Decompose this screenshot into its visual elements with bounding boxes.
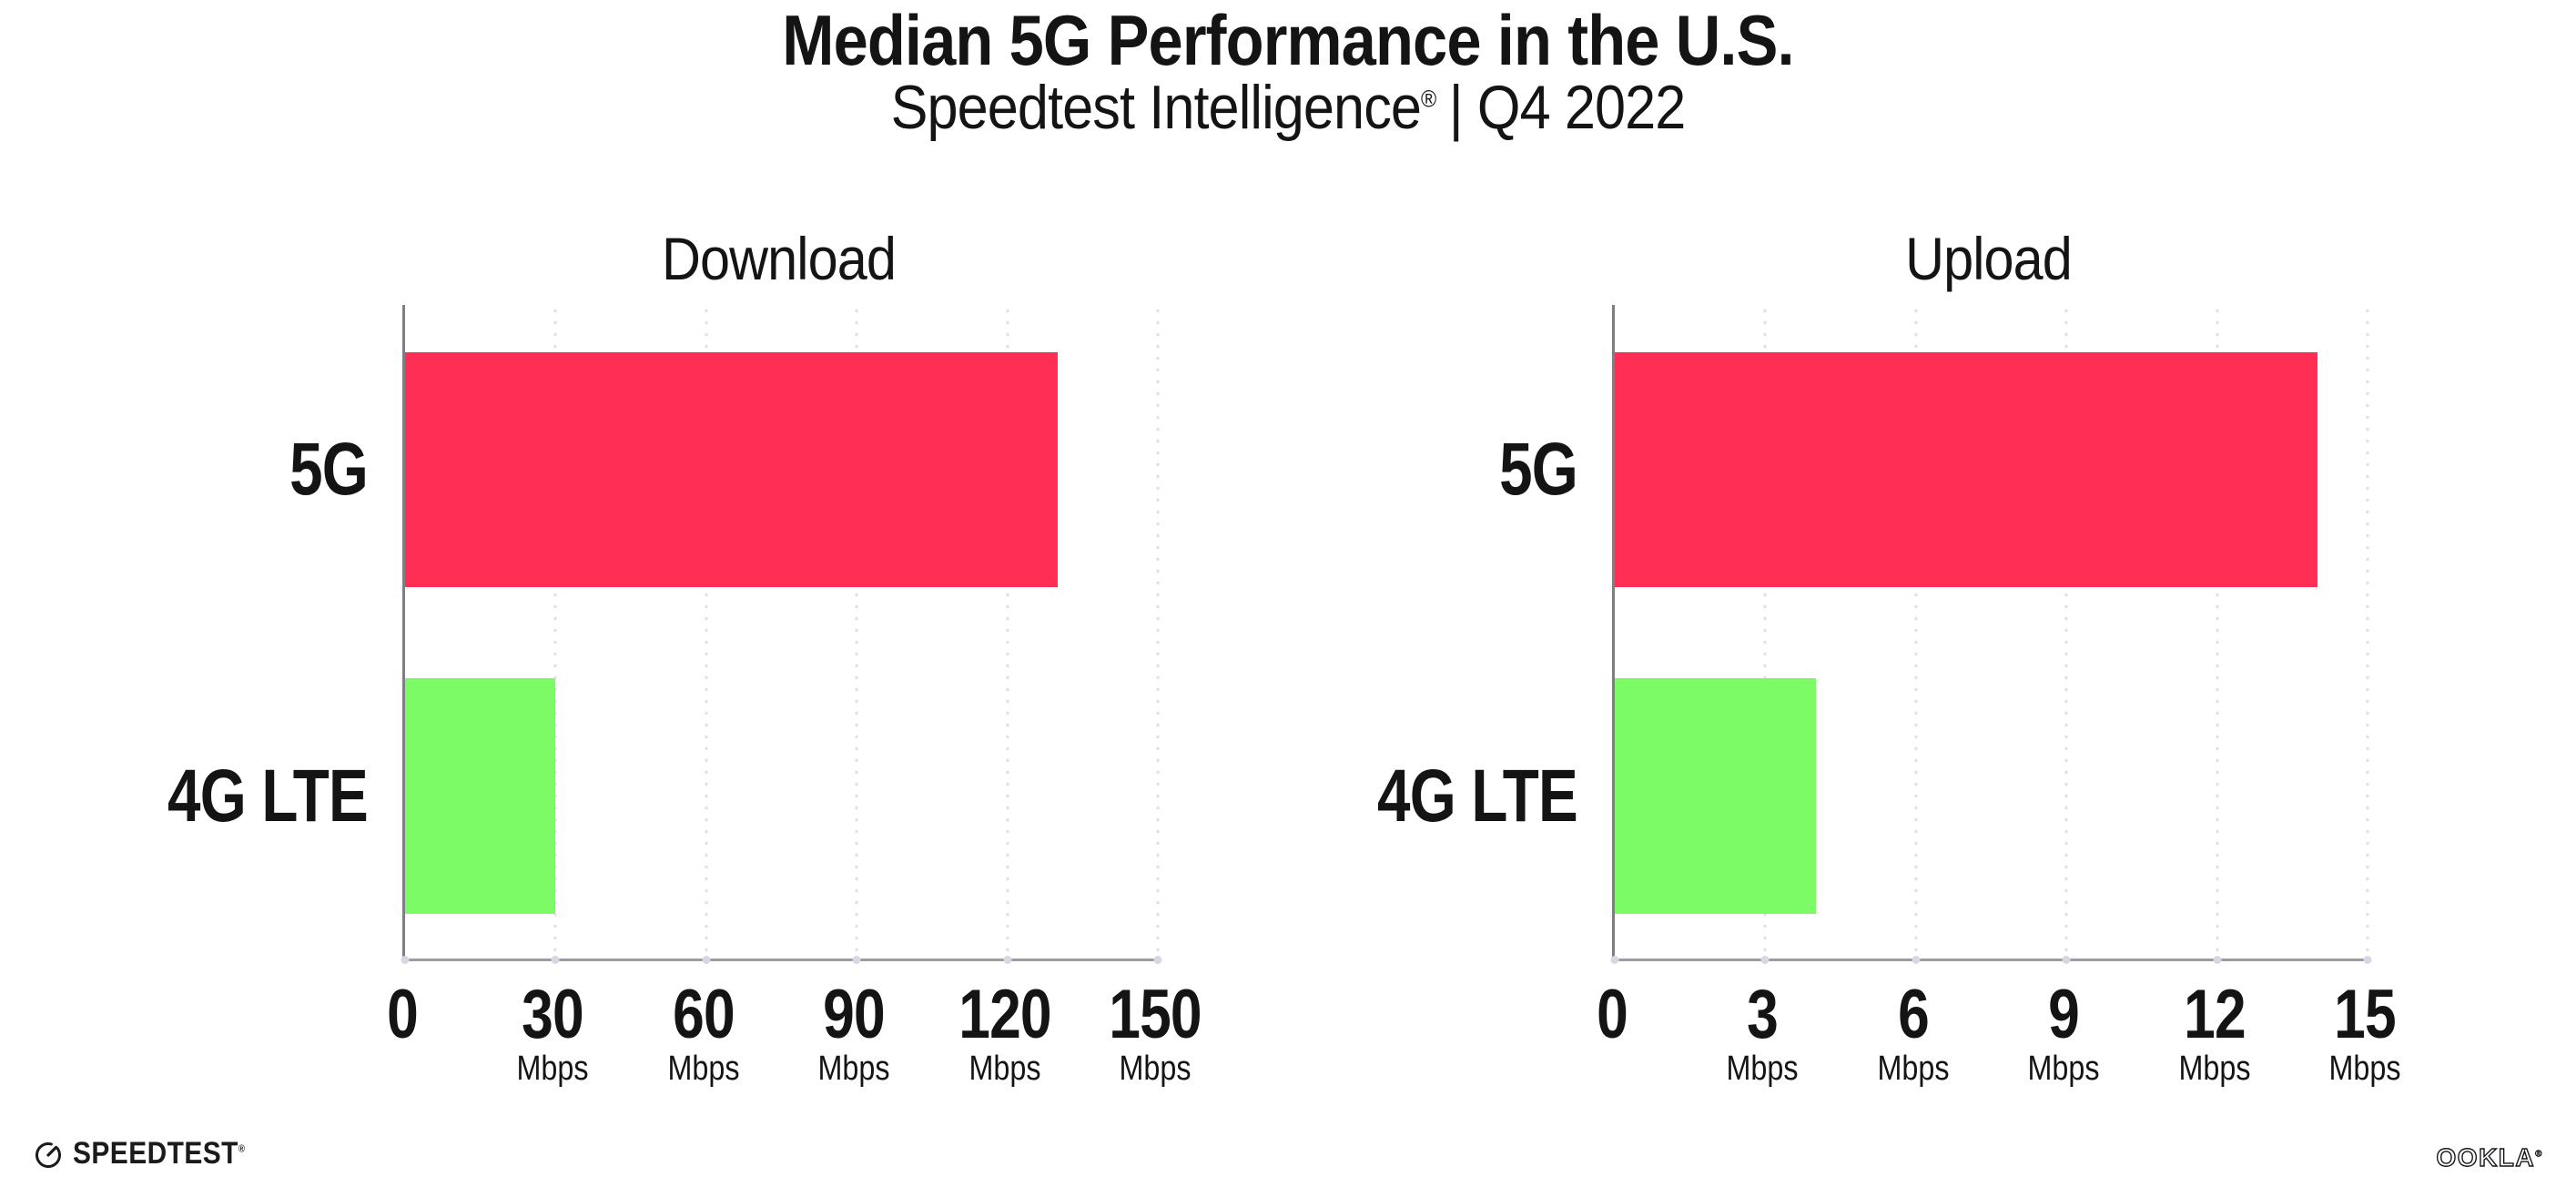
gridline xyxy=(2064,305,2068,959)
axis-tick-dot xyxy=(1912,956,1921,964)
x-tick-value: 120 xyxy=(958,976,1051,1053)
x-tick-unit: Mbps xyxy=(2027,1050,2100,1088)
gridline xyxy=(1763,305,1767,959)
x-tick-label: 0 xyxy=(1530,979,1694,1051)
x-tick-value: 90 xyxy=(823,976,886,1053)
bar-4g-lte xyxy=(1615,678,1816,914)
x-tick-label: 30 Mbps xyxy=(471,976,634,1089)
axis-tick-dot xyxy=(2213,956,2222,964)
bar-5g xyxy=(405,352,1058,587)
x-tick-unit: Mbps xyxy=(667,1050,740,1088)
x-tick-value: 15 xyxy=(2334,976,2397,1053)
x-tick-value: 150 xyxy=(1109,976,1202,1053)
x-tick-unit: Mbps xyxy=(817,1050,890,1088)
axis-tick-dot xyxy=(401,956,410,964)
header: Median 5G Performance in the U.S. Speedt… xyxy=(0,0,2576,138)
gridline xyxy=(855,305,858,959)
gridline xyxy=(1156,305,1160,959)
gridline xyxy=(1914,305,1918,959)
axis-tick-dot xyxy=(702,956,711,964)
category-label-4g-lte: 4G LTE xyxy=(1377,754,1578,837)
chart-title-upload: Upload xyxy=(1905,225,2073,292)
gridline xyxy=(553,305,557,959)
x-tick-value: 3 xyxy=(1747,976,1779,1053)
x-tick-value: 0 xyxy=(1597,976,1628,1053)
speedtest-gauge-icon xyxy=(35,1141,61,1168)
axis-tick-dot xyxy=(1003,956,1012,964)
gridline xyxy=(1006,305,1009,959)
x-tick-label: 6 Mbps xyxy=(1831,976,1995,1089)
subtitle-period: | Q4 2022 xyxy=(1448,73,1686,142)
x-tick-value: 9 xyxy=(2048,976,2080,1053)
registered-mark: ® xyxy=(1421,85,1436,113)
speedtest-wordmark: SPEEDTEST® xyxy=(73,1136,246,1171)
x-tick-value: 0 xyxy=(387,976,419,1053)
ookla-wordmark: OOKLA® xyxy=(2436,1142,2543,1172)
x-tick-label: 60 Mbps xyxy=(622,976,786,1089)
x-tick-label: 150 Mbps xyxy=(1073,976,1237,1089)
bar-5g xyxy=(1615,352,2317,587)
x-tick-label: 120 Mbps xyxy=(923,976,1087,1089)
axis-tick-dot xyxy=(1760,956,1770,964)
x-tick-label: 9 Mbps xyxy=(1982,976,2145,1089)
axis-tick-dot xyxy=(2062,956,2071,964)
x-tick-unit: Mbps xyxy=(2178,1050,2251,1088)
x-tick-unit: Mbps xyxy=(1119,1050,1192,1088)
axis-tick-dot xyxy=(1153,956,1162,964)
x-tick-label: 0 xyxy=(320,979,484,1051)
x-tick-unit: Mbps xyxy=(969,1050,1041,1088)
x-tick-value: 12 xyxy=(2183,976,2246,1053)
x-tick-label: 15 Mbps xyxy=(2283,976,2447,1089)
chart-title-download: Download xyxy=(662,225,897,292)
subtitle-brand: Speedtest Intelligence xyxy=(890,73,1422,142)
x-tick-unit: Mbps xyxy=(2328,1050,2401,1088)
axis-tick-dot xyxy=(852,956,861,964)
plot-area-download xyxy=(401,305,1162,964)
page-subtitle: Speedtest Intelligence® | Q4 2022 xyxy=(129,76,2448,138)
page-title: Median 5G Performance in the U.S. xyxy=(782,0,1794,80)
gridline xyxy=(2216,305,2219,959)
gridline xyxy=(2366,305,2369,959)
gridline xyxy=(705,305,708,959)
x-tick-label: 12 Mbps xyxy=(2133,976,2297,1089)
category-label-5g: 5G xyxy=(289,428,369,511)
x-tick-value: 30 xyxy=(522,976,585,1053)
plot-area-upload xyxy=(1610,305,2372,964)
category-label-4g-lte: 4G LTE xyxy=(167,754,369,837)
bar-4g-lte xyxy=(405,678,556,914)
upload-chart: Upload 5G 4G LTE 0 3 Mbps 6 Mbps 9 Mbps 12 Mbps 15 Mb… xyxy=(1210,218,2498,1120)
ookla-logo: OOKLA® xyxy=(2436,1142,2543,1172)
x-tick-value: 60 xyxy=(672,976,735,1053)
registered-mark: ® xyxy=(238,1143,246,1155)
axis-tick-dot xyxy=(551,956,560,964)
category-label-5g: 5G xyxy=(1499,428,1578,511)
speedtest-logo: SPEEDTEST® xyxy=(33,1136,269,1172)
x-tick-unit: Mbps xyxy=(1877,1050,1950,1088)
download-chart: Download 5G 4G LTE 0 30 Mbps 60 Mbps 90 Mbps 120 Mb… xyxy=(0,218,1288,1120)
x-tick-value: 6 xyxy=(1897,976,1930,1053)
x-tick-label: 3 Mbps xyxy=(1680,976,1844,1089)
axis-tick-dot xyxy=(1610,956,1619,964)
x-tick-unit: Mbps xyxy=(516,1050,589,1088)
x-tick-label: 90 Mbps xyxy=(772,976,936,1089)
axis-tick-dot xyxy=(2363,956,2372,964)
x-tick-unit: Mbps xyxy=(1726,1050,1799,1088)
registered-mark: ® xyxy=(2535,1149,2543,1160)
